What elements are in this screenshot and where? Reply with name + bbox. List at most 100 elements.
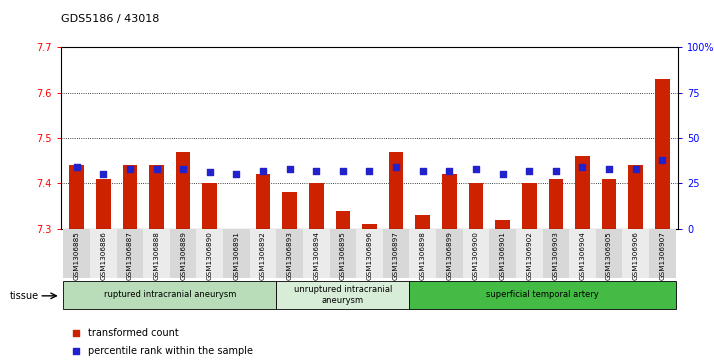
Text: GSM1306905: GSM1306905 xyxy=(606,231,612,280)
Point xyxy=(550,168,561,174)
Bar xyxy=(569,229,595,278)
Point xyxy=(630,166,641,172)
Bar xyxy=(282,192,297,229)
Text: GDS5186 / 43018: GDS5186 / 43018 xyxy=(61,13,159,24)
Point xyxy=(231,171,242,177)
Bar xyxy=(309,183,323,229)
Text: GSM1306904: GSM1306904 xyxy=(580,231,585,280)
Point xyxy=(471,166,482,172)
Bar xyxy=(595,229,623,278)
Point xyxy=(98,171,109,177)
Bar xyxy=(336,211,350,229)
Bar xyxy=(516,229,543,278)
FancyBboxPatch shape xyxy=(276,281,409,309)
Text: GSM1306900: GSM1306900 xyxy=(473,231,479,280)
Text: GSM1306907: GSM1306907 xyxy=(659,231,665,280)
Bar xyxy=(64,229,90,278)
Text: GSM1306887: GSM1306887 xyxy=(127,231,133,280)
Bar xyxy=(170,229,196,278)
Bar xyxy=(116,229,144,278)
FancyBboxPatch shape xyxy=(409,281,675,309)
Bar xyxy=(496,220,510,229)
Text: GSM1306886: GSM1306886 xyxy=(100,231,106,280)
Bar xyxy=(655,79,670,229)
Text: GSM1306906: GSM1306906 xyxy=(633,231,639,280)
Bar xyxy=(383,229,409,278)
Point xyxy=(391,164,402,170)
Bar xyxy=(276,229,303,278)
Text: GSM1306885: GSM1306885 xyxy=(74,231,80,280)
Bar xyxy=(96,179,111,229)
Point xyxy=(417,168,428,174)
Point xyxy=(603,166,615,172)
Bar xyxy=(90,229,116,278)
Bar xyxy=(409,229,436,278)
Point xyxy=(337,168,348,174)
Text: GSM1306899: GSM1306899 xyxy=(446,231,453,280)
Bar xyxy=(468,183,483,229)
Text: transformed count: transformed count xyxy=(89,329,179,338)
Text: GSM1306903: GSM1306903 xyxy=(553,231,559,280)
Text: GSM1306888: GSM1306888 xyxy=(154,231,159,280)
Text: GSM1306894: GSM1306894 xyxy=(313,231,319,280)
Bar xyxy=(522,183,536,229)
Text: GSM1306889: GSM1306889 xyxy=(180,231,186,280)
Point xyxy=(504,101,516,106)
Bar xyxy=(123,165,137,229)
Text: GSM1306893: GSM1306893 xyxy=(286,231,293,280)
Bar xyxy=(463,229,489,278)
Point xyxy=(204,170,216,175)
Point xyxy=(284,166,296,172)
Bar xyxy=(602,179,616,229)
Bar xyxy=(628,165,643,229)
Bar xyxy=(649,229,675,278)
Point xyxy=(71,164,82,170)
Bar xyxy=(69,165,84,229)
Point xyxy=(151,166,162,172)
Bar xyxy=(548,179,563,229)
Point xyxy=(657,157,668,163)
Bar xyxy=(256,174,271,229)
Text: tissue: tissue xyxy=(9,291,39,301)
Bar xyxy=(144,229,170,278)
Text: GSM1306897: GSM1306897 xyxy=(393,231,399,280)
Bar xyxy=(250,229,276,278)
Point xyxy=(363,168,375,174)
Point xyxy=(504,264,516,270)
Bar xyxy=(543,229,569,278)
Bar xyxy=(362,224,377,229)
Text: GSM1306891: GSM1306891 xyxy=(233,231,239,280)
Point xyxy=(311,168,322,174)
Bar xyxy=(489,229,516,278)
Bar xyxy=(623,229,649,278)
Point xyxy=(577,164,588,170)
Text: GSM1306895: GSM1306895 xyxy=(340,231,346,280)
Text: GSM1306902: GSM1306902 xyxy=(526,231,532,280)
Bar xyxy=(442,174,457,229)
Bar xyxy=(575,156,590,229)
Bar xyxy=(223,229,250,278)
Text: percentile rank within the sample: percentile rank within the sample xyxy=(89,346,253,356)
Text: superficial temporal artery: superficial temporal artery xyxy=(486,290,599,299)
Bar xyxy=(416,215,430,229)
Point xyxy=(178,166,189,172)
FancyBboxPatch shape xyxy=(64,281,276,309)
Bar xyxy=(356,229,383,278)
Bar xyxy=(176,152,191,229)
Text: ruptured intracranial aneurysm: ruptured intracranial aneurysm xyxy=(104,290,236,299)
Point xyxy=(124,166,136,172)
Bar xyxy=(196,229,223,278)
Point xyxy=(257,168,268,174)
Point xyxy=(443,168,455,174)
Text: GSM1306896: GSM1306896 xyxy=(366,231,373,280)
Bar xyxy=(330,229,356,278)
Point xyxy=(497,171,508,177)
Point xyxy=(523,168,535,174)
Bar xyxy=(389,152,403,229)
Text: unruptured intracranial
aneurysm: unruptured intracranial aneurysm xyxy=(293,285,392,305)
Bar xyxy=(203,183,217,229)
Text: GSM1306892: GSM1306892 xyxy=(260,231,266,280)
Text: GSM1306901: GSM1306901 xyxy=(500,231,506,280)
Bar xyxy=(303,229,330,278)
Text: GSM1306890: GSM1306890 xyxy=(207,231,213,280)
